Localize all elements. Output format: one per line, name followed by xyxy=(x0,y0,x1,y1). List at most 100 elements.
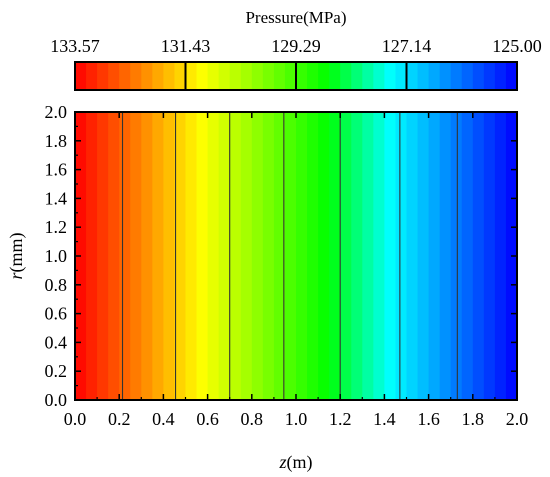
colorbar-band xyxy=(461,62,474,90)
colorbar-band xyxy=(86,62,98,90)
colorbar-band xyxy=(152,62,164,90)
heatmap-band xyxy=(119,112,131,400)
heatmap-band xyxy=(86,112,98,400)
y-tick-label: 1.0 xyxy=(45,246,68,266)
colorbar-frame xyxy=(74,61,518,91)
y-tick-label: 0.0 xyxy=(45,390,68,410)
colorbar-tick-label: 127.14 xyxy=(382,36,432,56)
y-tick-label: 1.2 xyxy=(45,217,68,237)
x-tick-label: 0.8 xyxy=(241,409,264,429)
colorbar-tick-label: 133.57 xyxy=(50,36,100,56)
x-tick-labels: 0.0 0.2 0.4 0.6 0.8 1.0 1.2 1.4 1.6 1.8 2.0 xyxy=(64,409,529,429)
y-tick-label: 0.4 xyxy=(45,332,68,352)
x-tick-label: 0.0 xyxy=(64,409,87,429)
y-tick-label: 1.8 xyxy=(45,131,68,151)
y-tick-label: 2.0 xyxy=(45,102,68,122)
y-axis-label-unit: (mm) xyxy=(6,232,27,272)
colorbar-band xyxy=(472,62,485,90)
heatmap-band xyxy=(417,112,430,400)
colorbar-band xyxy=(218,62,231,90)
heatmap-band xyxy=(97,112,109,400)
heatmap-band xyxy=(450,112,463,400)
colorbar-band xyxy=(483,62,496,90)
colorbar-band xyxy=(108,62,120,90)
heatmap-band xyxy=(395,112,408,400)
colorbar xyxy=(74,61,518,91)
x-axis-label-unit: (m) xyxy=(287,452,313,473)
x-tick-label: 0.6 xyxy=(196,409,219,429)
heatmap-band xyxy=(185,112,198,400)
heatmap-band xyxy=(483,112,496,400)
heatmap-band xyxy=(384,112,397,400)
y-tick-label: 0.2 xyxy=(45,361,68,381)
colorbar-band xyxy=(251,62,264,90)
colorbar-band xyxy=(428,62,441,90)
y-tick-label: 1.4 xyxy=(45,188,68,208)
colorbar-tick-label: 131.43 xyxy=(161,36,211,56)
heatmap-band xyxy=(152,112,164,400)
colorbar-band xyxy=(494,62,507,90)
colorbar-band xyxy=(362,62,374,90)
x-axis-label-var: z xyxy=(278,452,286,472)
heatmap-band xyxy=(218,112,231,400)
colorbar-tick-label: 125.00 xyxy=(492,36,542,56)
heatmap-band xyxy=(108,112,120,400)
colorbar-band xyxy=(141,62,153,90)
heatmap-band xyxy=(273,112,286,400)
heatmap-band xyxy=(494,112,507,400)
y-tick-label: 0.8 xyxy=(45,275,68,295)
x-axis-label: z(m) xyxy=(278,452,312,473)
colorbar-band xyxy=(307,62,319,90)
colorbar-band xyxy=(196,62,209,90)
heatmap-band xyxy=(296,112,308,400)
colorbar-band xyxy=(75,62,87,90)
colorbar-tick-labels: 133.57 131.43 129.29 127.14 125.00 xyxy=(50,36,542,56)
colorbar-band xyxy=(384,62,397,90)
colorbar-band xyxy=(97,62,109,90)
heatmap-band xyxy=(351,112,363,400)
colorbar-band xyxy=(207,62,220,90)
heatmap-band xyxy=(340,112,352,400)
heatmap-band xyxy=(196,112,209,400)
colorbar-band xyxy=(373,62,385,90)
x-tick-label: 2.0 xyxy=(506,409,529,429)
x-tick-label: 0.2 xyxy=(108,409,131,429)
colorbar-band xyxy=(406,62,419,90)
colorbar-band xyxy=(262,62,275,90)
x-tick-label: 0.4 xyxy=(152,409,175,429)
heatmap-band xyxy=(207,112,220,400)
heatmap-band xyxy=(163,112,176,400)
y-tick-label: 0.6 xyxy=(45,304,68,324)
colorbar-band xyxy=(174,62,187,90)
x-tick-label: 1.0 xyxy=(285,409,308,429)
colorbar-band xyxy=(318,62,330,90)
colorbar-tick-label: 129.29 xyxy=(271,36,321,56)
colorbar-band xyxy=(395,62,408,90)
colorbar-band xyxy=(351,62,363,90)
heatmap-band xyxy=(362,112,374,400)
heatmap-band xyxy=(174,112,187,400)
colorbar-band xyxy=(340,62,352,90)
heatmap-band xyxy=(262,112,275,400)
y-axis-label-var: r xyxy=(6,272,26,280)
heatmap-band xyxy=(229,112,242,400)
colorbar-band xyxy=(450,62,463,90)
heatmap-band xyxy=(406,112,419,400)
colorbar-band xyxy=(273,62,286,90)
colorbar-band xyxy=(119,62,131,90)
plot-area xyxy=(74,111,518,401)
colorbar-band xyxy=(240,62,253,90)
x-tick-label: 1.8 xyxy=(462,409,485,429)
heatmap-band xyxy=(461,112,474,400)
colorbar-title: Pressure(MPa) xyxy=(245,8,346,27)
heatmap-band xyxy=(329,112,341,400)
heatmap-band xyxy=(307,112,319,400)
colorbar-band xyxy=(417,62,430,90)
colorbar-band xyxy=(130,62,142,90)
heatmap-band xyxy=(373,112,385,400)
colorbar-band xyxy=(296,62,308,90)
heatmap-band xyxy=(284,112,297,400)
heatmap-band xyxy=(240,112,253,400)
heatmap-band xyxy=(428,112,441,400)
